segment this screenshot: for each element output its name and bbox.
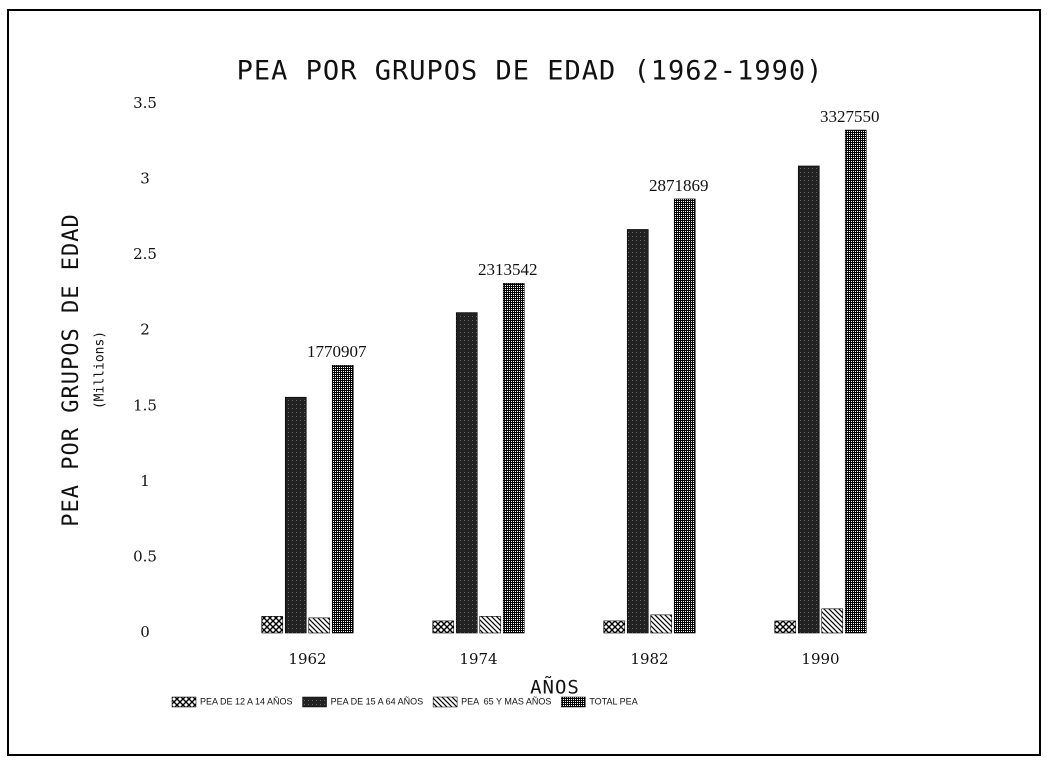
bar	[308, 617, 331, 634]
bar	[603, 620, 626, 634]
y-tick-label: 2.5	[133, 245, 157, 263]
frame	[7, 9, 1041, 756]
bar	[432, 620, 455, 634]
legend-label: TOTAL PEA	[589, 696, 637, 706]
bar	[797, 165, 820, 634]
y-tick-label: 1.5	[133, 396, 157, 414]
bar	[261, 616, 284, 634]
legend-swatch	[432, 696, 458, 708]
value-label: 1770907	[307, 342, 367, 361]
bar	[650, 614, 673, 634]
legend-swatch	[171, 696, 197, 708]
legend-label: PEA DE 15 A 64 AÑOS	[331, 696, 424, 706]
x-tick-label: 1982	[630, 650, 668, 668]
bar	[844, 129, 867, 634]
y-tick-label: 0	[140, 623, 150, 641]
bar	[502, 283, 525, 634]
bar	[821, 608, 844, 634]
y-tick-label: 2	[140, 321, 150, 339]
legend-label: PEA 65 Y MAS AÑOS	[461, 696, 551, 706]
y-axis-unit: (Millions)	[93, 331, 108, 409]
x-tick-label: 1962	[288, 650, 326, 668]
legend-swatch	[561, 696, 586, 708]
x-axis-title: AÑOS	[530, 676, 580, 699]
legend-swatch	[302, 696, 327, 708]
y-tick-label: 0.5	[133, 547, 157, 565]
x-tick-label: 1974	[459, 650, 497, 668]
bar	[284, 396, 307, 634]
y-tick-label: 1	[140, 472, 150, 490]
value-label: 2871869	[649, 176, 709, 195]
x-tick-label: 1990	[801, 650, 839, 668]
bar	[673, 198, 696, 634]
bar	[626, 229, 649, 634]
value-label: 2313542	[478, 260, 538, 279]
y-axis-title: PEA POR GRUPOS DE EDAD	[59, 213, 84, 526]
bar	[774, 620, 797, 634]
bar	[331, 365, 354, 634]
y-tick-label: 3	[140, 170, 150, 188]
chart-title: PEA POR GRUPOS DE EDAD (1962-1990)	[237, 56, 824, 87]
value-label: 3327550	[820, 107, 880, 126]
legend-label: PEA DE 12 A 14 AÑOS	[200, 696, 293, 706]
y-tick-label: 3.5	[133, 94, 157, 112]
bar	[479, 616, 502, 634]
bar	[455, 312, 478, 634]
